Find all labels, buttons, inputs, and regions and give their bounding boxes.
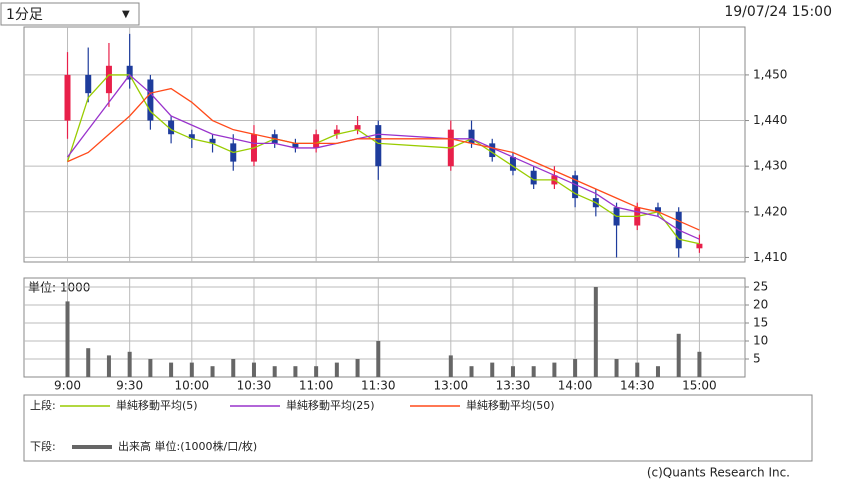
candle-body	[64, 74, 71, 121]
legend-label: 出来高 単位:(1000株/口/枚)	[118, 439, 257, 453]
volume-bar	[531, 366, 536, 377]
datetime: 19/07/24 15:00	[724, 4, 832, 20]
volume-bar	[106, 355, 111, 377]
volume-bar	[127, 351, 132, 377]
volume-bar	[676, 333, 681, 377]
volume-bar	[355, 359, 360, 377]
candle-body	[654, 207, 661, 212]
volume-bar	[65, 301, 70, 377]
volume-bar	[231, 359, 236, 377]
candle-body	[354, 125, 361, 130]
candle-body	[105, 65, 112, 94]
y-tick-label: 1,410	[753, 250, 787, 264]
volume-bar	[655, 366, 660, 377]
volume-bar	[573, 359, 578, 377]
candle-body	[126, 65, 133, 80]
legend-prefix: 下段:	[30, 439, 56, 453]
candle-body	[292, 143, 299, 148]
volume-bar	[448, 355, 453, 377]
volume-bar	[376, 341, 381, 377]
volume-bar	[334, 362, 339, 377]
y-tick-label: 1,440	[753, 113, 787, 127]
candle-body	[168, 120, 175, 135]
x-tick-label: 13:00	[434, 379, 469, 393]
volume-bar	[552, 362, 557, 377]
x-tick-label: 10:00	[175, 379, 210, 393]
x-tick-label: 14:30	[620, 379, 655, 393]
interval-label[interactable]: 1分足	[6, 7, 43, 23]
footer: (c)Quants Research Inc.	[647, 466, 790, 480]
legend-label: 単純移動平均(25)	[286, 398, 375, 412]
volume-bar	[86, 348, 91, 377]
y-tick-label: 1,420	[753, 204, 787, 218]
interval-select[interactable]	[0, 2, 140, 26]
candle-body	[147, 79, 154, 121]
volume-bar	[272, 366, 277, 377]
legend-box	[23, 394, 813, 462]
candle-body	[530, 170, 537, 185]
candle-body	[375, 125, 382, 167]
candle-body	[313, 134, 320, 148]
volume-bar	[210, 366, 215, 377]
y-tick-label: 20	[753, 298, 768, 312]
volume-panel	[23, 277, 746, 378]
legend-label: 単純移動平均(5)	[116, 398, 198, 412]
y-tick-label: 25	[753, 280, 768, 294]
x-tick-label: 11:30	[361, 379, 396, 393]
ma-line	[66, 74, 700, 245]
x-tick-label: 10:30	[237, 379, 272, 393]
volume-bar	[314, 366, 319, 377]
price-panel	[23, 26, 746, 263]
ma-line	[66, 73, 700, 240]
candle-body	[188, 134, 195, 139]
y-tick-label: 5	[753, 352, 761, 366]
volume-bar	[169, 362, 174, 377]
volume-bar	[189, 362, 194, 377]
candle-body	[489, 143, 496, 158]
candle-body	[696, 243, 703, 249]
volume-bar	[490, 362, 495, 377]
x-tick-label: 9:30	[116, 379, 143, 393]
select-arrow[interactable]: ▼	[122, 9, 130, 20]
volume-bar	[251, 362, 256, 377]
volume-bar	[635, 362, 640, 377]
volume-bar	[148, 359, 153, 377]
y-tick-label: 10	[753, 334, 768, 348]
volume-bar	[614, 359, 619, 377]
y-tick-label: 1,450	[753, 67, 787, 81]
volume-bar	[469, 366, 474, 377]
y-tick-label: 15	[753, 316, 768, 330]
legend-label: 単純移動平均(50)	[466, 398, 555, 412]
candle-body	[333, 129, 340, 135]
ma-line	[67, 87, 700, 231]
candle-body	[209, 138, 216, 144]
x-tick-label: 14:00	[558, 379, 593, 393]
x-tick-label: 11:00	[299, 379, 334, 393]
x-tick-label: 15:00	[682, 379, 717, 393]
volume-bar	[510, 366, 515, 377]
legend-prefix: 上段:	[30, 398, 56, 412]
candle-body	[509, 157, 516, 171]
candle-body	[85, 74, 92, 94]
y-tick-label: 1,430	[753, 159, 787, 173]
volume-bar	[593, 287, 598, 377]
candle-body	[468, 129, 475, 144]
volume-bar	[697, 351, 702, 377]
volume-bar	[293, 366, 298, 377]
x-tick-label: 9:00	[54, 379, 81, 393]
candle-body	[572, 175, 579, 199]
x-tick-label: 13:30	[496, 379, 531, 393]
